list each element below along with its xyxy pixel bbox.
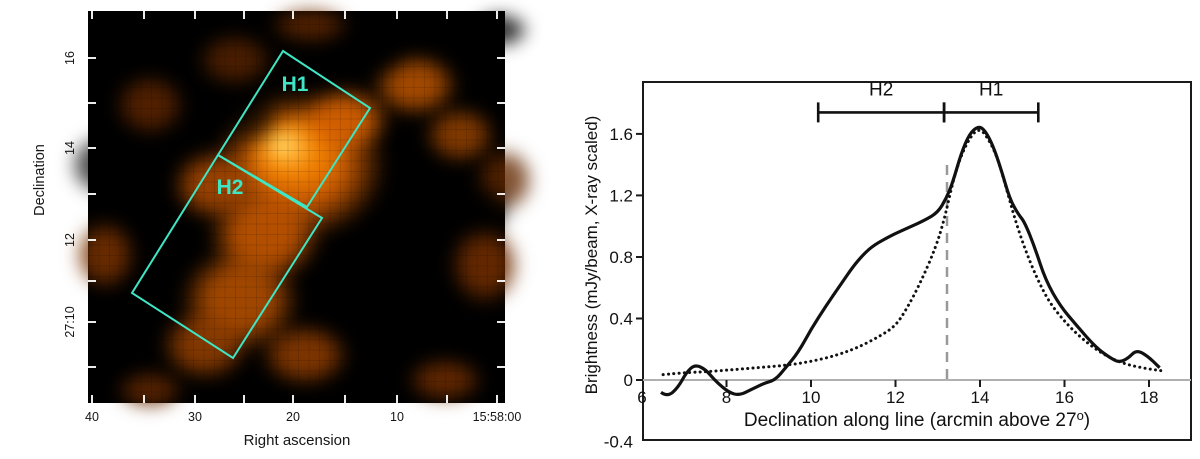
map-xtick-label: 40: [85, 410, 99, 424]
x-tick-label: 6: [637, 388, 646, 407]
map-tick-left: [88, 321, 96, 323]
map-tick-top: [396, 11, 398, 19]
map-xtick-label: 10: [390, 410, 404, 424]
plot-border: [642, 81, 1192, 441]
map-tick-top: [142, 11, 145, 19]
y-tick-label: 1.2: [609, 186, 633, 205]
x-tick-label: 16: [1055, 388, 1074, 407]
y-tick-label: 0: [624, 371, 633, 390]
map-tick-right: [497, 366, 505, 368]
y-tick-label: -0.4: [604, 433, 633, 452]
pixelation-overlay: [88, 11, 505, 403]
map-tick-top: [344, 11, 346, 19]
region-overlay: H1 H2: [130, 49, 372, 360]
x-tick-label: 12: [886, 388, 905, 407]
x-tick-label: 14: [971, 388, 990, 407]
map-tick-left: [88, 147, 96, 149]
map-xtick-label: 30: [188, 410, 202, 424]
emission-blob: [313, 21, 427, 89]
y-tick-label: 0.4: [609, 310, 633, 329]
map-tick-top: [292, 11, 294, 19]
degree-superscript: o: [1076, 408, 1084, 423]
map-xaxis-title: Right ascension: [243, 432, 351, 449]
map-xtick-label: 20: [286, 410, 300, 424]
map-tick-bottom: [396, 395, 398, 403]
map-tick-right: [497, 102, 505, 104]
map-tick-top: [243, 11, 245, 19]
map-tick-bottom: [194, 395, 196, 403]
map-tick-right: [497, 239, 505, 241]
map-tick-bottom: [91, 395, 93, 403]
emission-blob: [436, 172, 524, 248]
map-tick-bottom: [344, 395, 346, 403]
map-tick-top: [91, 11, 93, 19]
emission-blob: [120, 21, 220, 89]
map-tick-top: [194, 11, 196, 19]
map-tick-left: [88, 57, 96, 59]
map-tick-left: [88, 239, 96, 241]
map-tick-left: [88, 366, 96, 368]
emission-blob: [56, 121, 144, 209]
region-label-h1: H1: [282, 73, 309, 96]
emission-blob: [391, 348, 499, 412]
emission-blob: [208, 83, 292, 157]
x-tick-label: 10: [802, 388, 821, 407]
bracket-label-h1: H1: [979, 79, 1003, 100]
map-xtick-label: 15:58:00: [472, 410, 522, 424]
map-tick-right: [497, 147, 505, 149]
map-tick-left: [88, 193, 96, 195]
emission-blob: [102, 362, 198, 418]
x-tick-label: 18: [1140, 388, 1159, 407]
emission-blob: [335, 221, 455, 329]
bracket-label-h2: H2: [869, 79, 893, 100]
map-tick-right: [497, 280, 505, 282]
emission-blob: [458, 4, 542, 56]
y-tick-label: 1.6: [609, 125, 633, 144]
map-tick-bottom: [243, 395, 245, 403]
y-tick-label: 0.8: [609, 248, 633, 267]
map-tick-bottom: [496, 395, 498, 403]
map-tick-top: [496, 11, 498, 19]
region-box-h1: [216, 49, 372, 209]
map-tick-top: [446, 11, 448, 19]
map-tick-left: [88, 102, 96, 104]
emission-blob: [243, 311, 367, 399]
map-tick-left: [88, 280, 96, 282]
map-tick-right: [497, 193, 505, 195]
chart-xaxis-title-close: ): [1083, 410, 1091, 431]
map-tick-right: [497, 321, 505, 323]
radio-map-image: H1 H2: [56, 0, 547, 418]
map-tick-bottom: [292, 395, 294, 403]
region-box-h2: [130, 153, 324, 360]
x-tick-label: 8: [722, 388, 731, 407]
chart-xaxis-title-text: Declination along line (arcmin above 27: [743, 410, 1077, 431]
chart-xaxis-title: Declination along line (arcmin above 27o…: [643, 408, 1191, 432]
radio-profile-curve: [660, 125, 1161, 397]
chart-yaxis-title: Brightness (mJy/beam, X-ray scaled): [582, 115, 601, 395]
xray-profile-curve: [661, 128, 1166, 377]
region-label-h2: H2: [217, 176, 244, 199]
map-tick-right: [497, 57, 505, 59]
map-tick-bottom: [446, 395, 448, 403]
map-tick-bottom: [142, 395, 145, 403]
